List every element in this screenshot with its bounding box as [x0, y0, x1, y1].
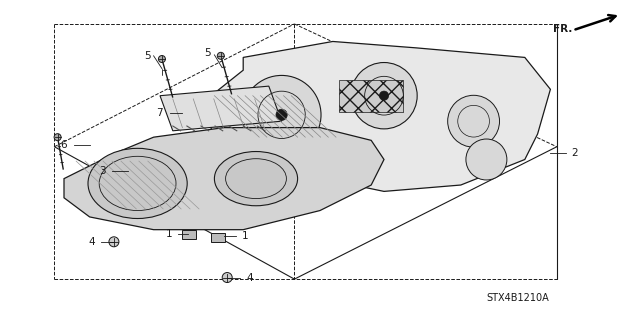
Text: FR.: FR.	[554, 24, 573, 34]
Circle shape	[242, 75, 321, 154]
Circle shape	[380, 91, 388, 100]
Circle shape	[218, 52, 224, 59]
Ellipse shape	[88, 148, 188, 219]
Text: 5: 5	[205, 48, 211, 58]
Text: 4: 4	[88, 237, 95, 247]
FancyBboxPatch shape	[339, 80, 403, 112]
Text: 2: 2	[572, 148, 578, 158]
Circle shape	[159, 56, 165, 63]
Polygon shape	[160, 86, 282, 131]
Circle shape	[351, 63, 417, 129]
Text: 3: 3	[99, 166, 106, 176]
Circle shape	[109, 237, 119, 247]
Circle shape	[466, 139, 507, 180]
Circle shape	[222, 272, 232, 283]
Ellipse shape	[214, 152, 298, 206]
Text: 5: 5	[144, 51, 150, 61]
Text: 1: 1	[242, 231, 248, 241]
Text: 6: 6	[61, 140, 67, 150]
Text: 7: 7	[157, 108, 163, 118]
Polygon shape	[64, 128, 384, 230]
Circle shape	[54, 134, 61, 141]
Circle shape	[276, 109, 287, 121]
Polygon shape	[211, 41, 550, 191]
FancyBboxPatch shape	[211, 233, 225, 242]
Text: 4: 4	[246, 272, 253, 283]
Text: 1: 1	[166, 229, 173, 240]
FancyBboxPatch shape	[182, 230, 196, 239]
Text: STX4B1210A: STX4B1210A	[486, 293, 549, 303]
Circle shape	[448, 95, 500, 147]
